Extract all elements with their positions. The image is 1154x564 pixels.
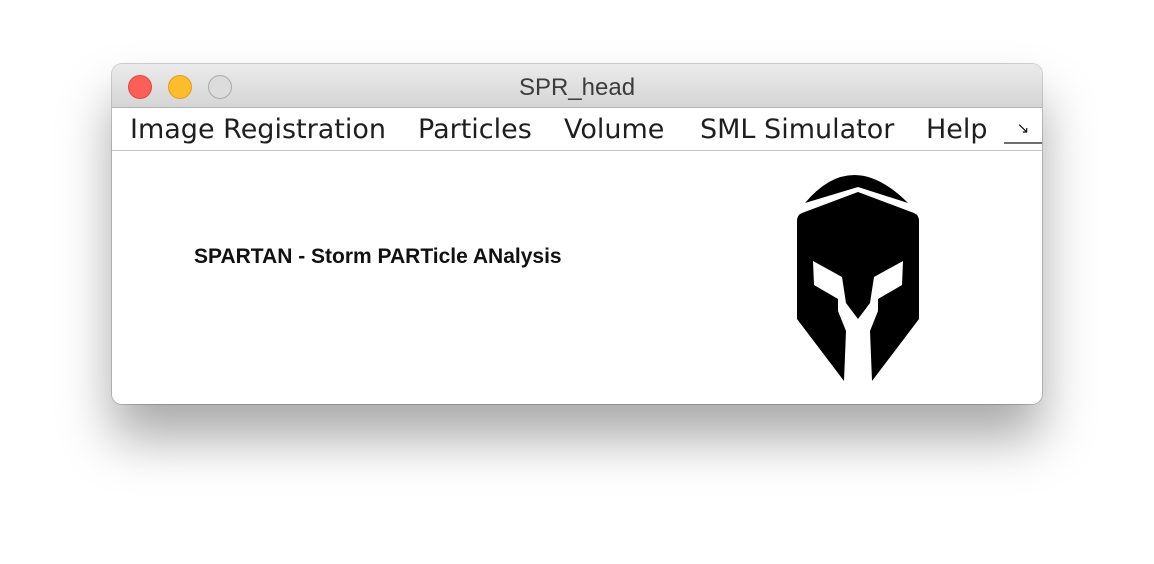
app-window: SPR_head Image Registration Particles Vo… (112, 64, 1042, 404)
overflow-arrow-icon: ↘ (1016, 119, 1030, 137)
window-title: SPR_head (518, 74, 636, 101)
main-panel: SPARTAN - Storm PARTicle ANalysis (112, 151, 1042, 404)
menu-bar: Image Registration Particles Volume SML … (112, 108, 1042, 151)
app-title-label: SPARTAN - Storm PARTicle ANalysis (194, 245, 562, 268)
menu-image-registration[interactable]: Image Registration (130, 114, 386, 145)
minimize-window-button[interactable] (168, 75, 192, 99)
spartan-helmet-icon (797, 175, 919, 381)
close-window-button[interactable] (128, 75, 152, 99)
menu-volume[interactable]: Volume (564, 114, 665, 145)
menu-help[interactable]: Help (926, 114, 988, 145)
menu-sml-simulator[interactable]: SML Simulator (700, 114, 895, 145)
menu-particles[interactable]: Particles (418, 114, 532, 145)
zoom-window-button[interactable] (208, 75, 232, 99)
title-bar[interactable]: SPR_head (112, 64, 1042, 108)
menu-overflow-button[interactable]: ↘ (1004, 114, 1042, 144)
